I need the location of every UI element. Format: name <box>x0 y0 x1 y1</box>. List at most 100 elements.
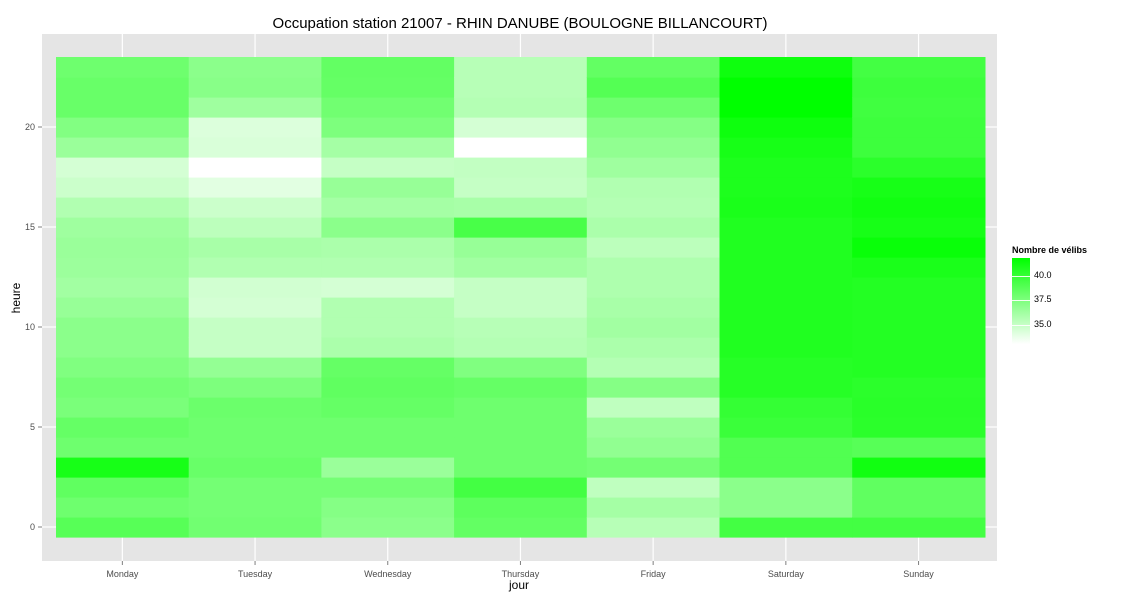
heatmap-tile <box>852 257 986 278</box>
heatmap-tile <box>188 77 322 98</box>
heatmap-tile <box>852 397 986 418</box>
heatmap-tile <box>56 197 190 218</box>
y-tick-label: 0 <box>30 522 35 532</box>
heatmap-tile <box>188 377 322 398</box>
heatmap-tile <box>454 97 588 118</box>
heatmap-tile <box>719 157 853 178</box>
heatmap-tile <box>321 317 455 338</box>
heatmap-tile <box>719 117 853 138</box>
y-tick-label: 5 <box>30 422 35 432</box>
heatmap-tile <box>56 377 190 398</box>
heatmap-tile <box>454 217 588 238</box>
heatmap-tile <box>56 117 190 138</box>
heatmap-tile <box>852 317 986 338</box>
heatmap-tile <box>586 497 721 518</box>
heatmap-tile <box>586 437 721 458</box>
heatmap-tile <box>56 237 190 258</box>
heatmap-tile <box>56 77 190 98</box>
legend-title: Nombre de vélibs <box>1012 245 1088 255</box>
heatmap-tile <box>454 137 588 158</box>
x-tick-label: Thursday <box>502 569 540 579</box>
heatmap-tile <box>56 357 190 378</box>
heatmap-tile <box>321 457 455 478</box>
heatmap-tile <box>719 277 853 298</box>
heatmap-tile <box>321 517 455 538</box>
heatmap-tile <box>56 417 190 438</box>
heatmap-tile <box>852 197 986 218</box>
legend-tick-label: 35.0 <box>1034 318 1052 329</box>
heatmap-tile <box>188 137 322 158</box>
heatmap-tile <box>719 137 853 158</box>
heatmap-tile <box>454 417 588 438</box>
heatmap-tile <box>586 517 721 538</box>
heatmap-tile <box>586 237 721 258</box>
heatmap-tile <box>56 177 190 198</box>
heatmap-tile <box>188 177 322 198</box>
legend-tick-label: 37.5 <box>1034 294 1052 304</box>
heatmap-tile <box>586 457 721 478</box>
heatmap-tile <box>719 197 853 218</box>
heatmap-tile <box>454 497 588 518</box>
heatmap-tile <box>321 137 455 158</box>
heatmap-tile <box>56 437 190 458</box>
heatmap-tile <box>321 397 455 418</box>
legend-colorbar <box>1012 258 1030 344</box>
heatmap-tile <box>454 337 588 358</box>
heatmap-tile <box>719 77 853 98</box>
heatmap-tile <box>719 357 853 378</box>
heatmap-tile <box>454 457 588 478</box>
heatmap-tile <box>188 397 322 418</box>
heatmap-tile <box>586 297 721 318</box>
heatmap-tile <box>56 337 190 358</box>
heatmap-tile <box>56 137 190 158</box>
heatmap-tile <box>719 57 853 78</box>
heatmap-tile <box>586 177 721 198</box>
x-axis-label: jour <box>508 578 529 592</box>
heatmap-tile <box>852 337 986 358</box>
heatmap-tile <box>852 177 986 198</box>
heatmap-tile <box>188 117 322 138</box>
heatmap-tile <box>719 257 853 278</box>
x-tick-label: Wednesday <box>364 569 412 579</box>
heatmap-tile <box>852 57 986 78</box>
heatmap-tile <box>454 437 588 458</box>
heatmap-tile <box>56 397 190 418</box>
heatmap-tile <box>719 517 853 538</box>
heatmap-tile <box>188 217 322 238</box>
legend-tick-label: 40.0 <box>1034 269 1052 280</box>
heatmap-tile <box>852 417 986 438</box>
heatmap-tile <box>188 277 322 298</box>
heatmap-tile <box>56 497 190 518</box>
heatmap-tile <box>852 77 986 98</box>
heatmap-tile <box>188 457 322 478</box>
heatmap-tile <box>321 157 455 178</box>
y-axis-label: heure <box>9 282 23 313</box>
heatmap-tile <box>454 237 588 258</box>
heatmap-tile <box>719 437 853 458</box>
legend-tick-mark <box>1012 300 1030 301</box>
x-tick-label: Sunday <box>903 569 934 579</box>
heatmap-tile <box>56 57 190 78</box>
heatmap-tile <box>454 77 588 98</box>
heatmap-tile <box>454 157 588 178</box>
heatmap-tile <box>188 357 322 378</box>
heatmap-tile <box>321 377 455 398</box>
heatmap-tile <box>586 477 721 498</box>
heatmap-tile <box>586 357 721 378</box>
heatmap-tile <box>56 477 190 498</box>
heatmap-tile <box>719 237 853 258</box>
heatmap-tile <box>56 517 190 538</box>
heatmap-tile <box>56 157 190 178</box>
heatmap-tile <box>56 457 190 478</box>
heatmap-tile <box>188 97 322 118</box>
heatmap-tile <box>852 297 986 318</box>
y-tick-label: 15 <box>25 222 35 232</box>
heatmap-tile <box>719 397 853 418</box>
heatmap-tile <box>321 437 455 458</box>
heatmap-tile <box>719 477 853 498</box>
heatmap-tile <box>56 277 190 298</box>
heatmap-tile <box>586 77 721 98</box>
heatmap-tile <box>586 257 721 278</box>
heatmap-tile <box>56 297 190 318</box>
